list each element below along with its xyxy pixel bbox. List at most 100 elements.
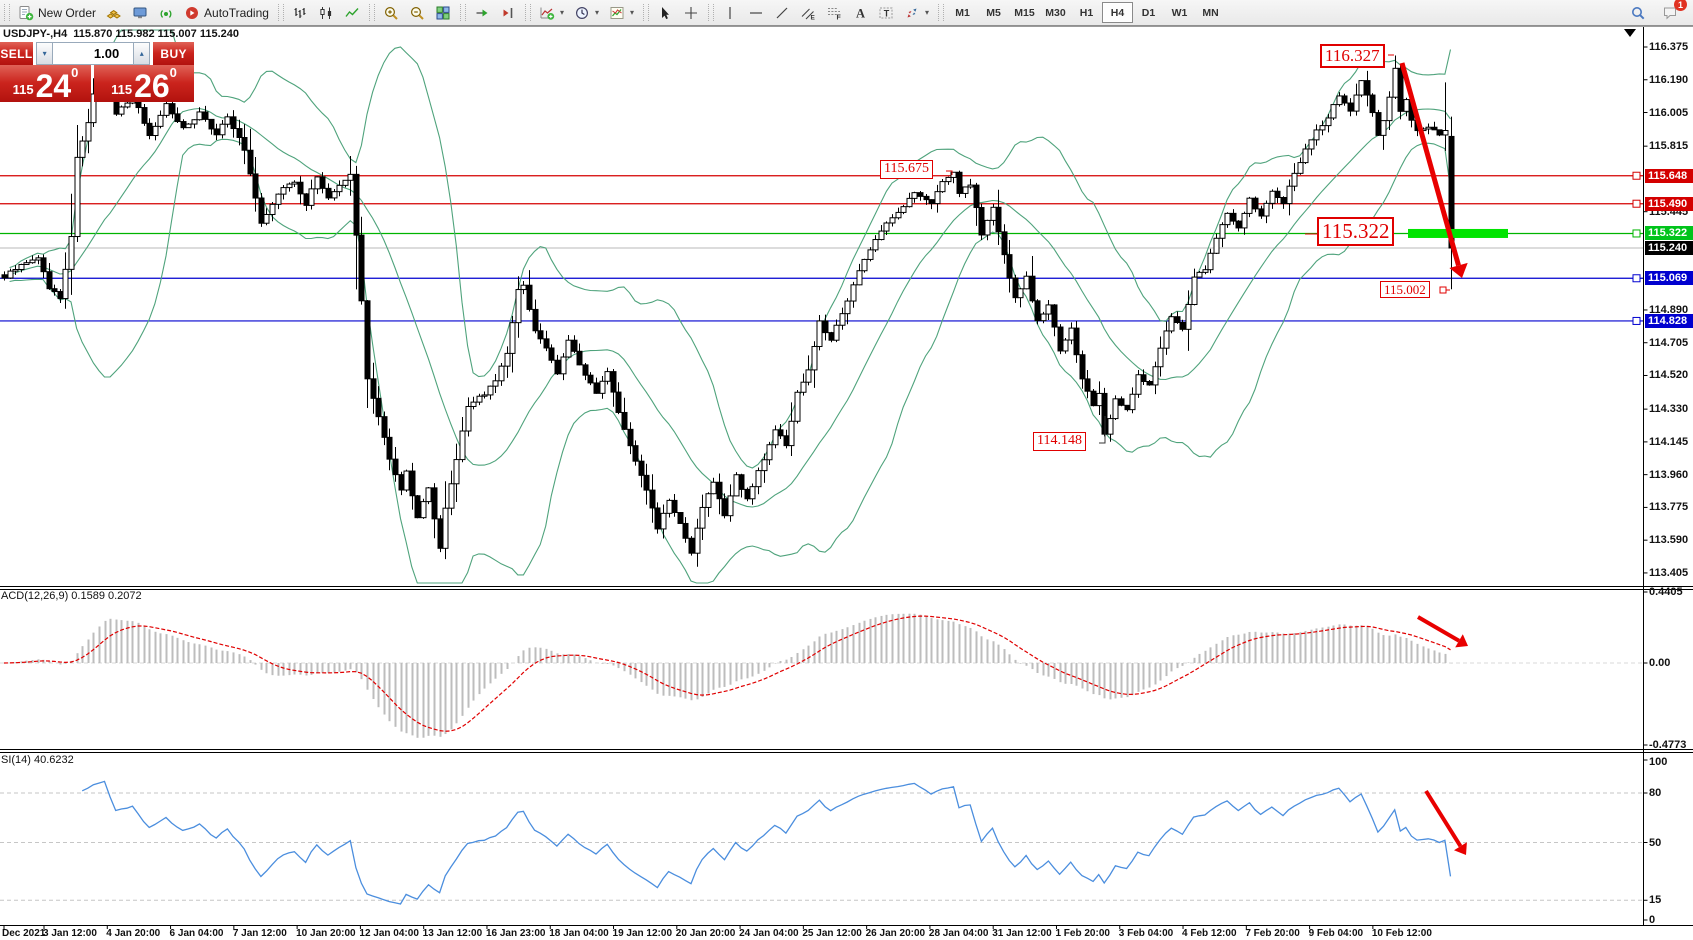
market-watch-icon <box>132 5 148 21</box>
cursor-icon <box>657 5 673 21</box>
notification-count-badge: 1 <box>1674 0 1687 11</box>
trend-arrow-head[interactable] <box>1455 634 1468 648</box>
level-handle[interactable] <box>1632 274 1641 283</box>
line-chart-mode-button[interactable] <box>339 1 365 24</box>
timeframe-m30-button[interactable]: M30 <box>1045 6 1066 19</box>
search-button[interactable] <box>1625 1 1651 24</box>
level-handle[interactable] <box>1632 229 1641 238</box>
timeframe-m15-button[interactable]: M15 <box>1014 6 1035 19</box>
autotrading-button[interactable]: AutoTrading <box>179 1 274 24</box>
time-tick: 13 Jan 12:00 <box>422 928 483 939</box>
arrows-tool-button[interactable]: ▾ <box>899 1 934 24</box>
volume-increase-button[interactable]: ▴ <box>133 42 151 65</box>
timeframe-h1-button[interactable]: H1 <box>1079 6 1094 19</box>
auto-scroll-icon <box>474 5 490 21</box>
price-tick: 114.330 <box>1649 403 1689 416</box>
sell-price[interactable]: 115 24 0 <box>0 65 91 102</box>
tile-windows-button[interactable] <box>430 1 456 24</box>
search-icon <box>1630 5 1646 21</box>
vertical-line-button[interactable] <box>717 1 743 24</box>
level-handle[interactable] <box>1632 199 1641 208</box>
trendline-button[interactable] <box>769 1 795 24</box>
timeframe-d1-button[interactable]: D1 <box>1141 6 1156 19</box>
text-label-button[interactable]: T <box>873 1 899 24</box>
buy-price[interactable]: 115 26 0 <box>94 65 194 102</box>
candle-chart-mode-button[interactable] <box>313 1 339 24</box>
periods-icon <box>574 5 590 21</box>
time-tick: 12 Jan 04:00 <box>359 928 419 939</box>
trend-arrow-head[interactable] <box>1454 842 1467 855</box>
candles <box>1 42 1455 567</box>
signals-button[interactable] <box>153 1 179 24</box>
price-tick: 114.705 <box>1649 336 1689 349</box>
horizontal-line-button[interactable] <box>743 1 769 24</box>
timeframe-m5-button[interactable]: M5 <box>986 6 1001 19</box>
zoom-in-button[interactable] <box>378 1 404 24</box>
level-handle[interactable] <box>1632 316 1641 325</box>
trend-arrow[interactable] <box>1416 615 1461 643</box>
toolbar-grip <box>277 4 284 21</box>
volume-decrease-button[interactable]: ▾ <box>35 42 54 65</box>
sell-button[interactable]: SELL <box>0 42 33 65</box>
price-badge: 115.648 <box>1645 168 1693 183</box>
trend-arrow[interactable] <box>1424 789 1463 848</box>
price-annotation-115.675[interactable]: 115.675 <box>880 160 933 179</box>
macd-signal-line <box>3 615 1451 732</box>
price-badge: 115.490 <box>1645 196 1693 211</box>
text-label-icon: T <box>878 5 894 21</box>
support-zone-highlight[interactable] <box>1408 228 1508 238</box>
market-watch-button[interactable] <box>127 1 153 24</box>
price-tick: 113.405 <box>1649 566 1689 579</box>
buy-price-pips: 26 <box>134 67 170 104</box>
timeframe-mn-button[interactable]: MN <box>1202 6 1219 19</box>
text-button[interactable]: A <box>847 1 873 24</box>
indicators-button[interactable]: ▾ <box>534 1 569 24</box>
periods-dropdown-icon[interactable]: ▾ <box>594 8 599 17</box>
price-tick: 113.775 <box>1649 501 1689 514</box>
equidistant-channel-button[interactable]: E <box>795 1 821 24</box>
trend-arrow[interactable] <box>1399 62 1461 267</box>
chart-shift-button[interactable] <box>495 1 521 24</box>
time-tick: 19 Jan 12:00 <box>612 928 673 939</box>
toolbar-grip <box>459 4 466 21</box>
templates-button[interactable]: ▾ <box>604 1 639 24</box>
fibonacci-button[interactable]: F <box>821 1 847 24</box>
symbol-label: USDJPY-,H4 <box>3 28 68 40</box>
chart-shift-icon <box>500 5 516 21</box>
timeframe-h4-button[interactable]: H4 <box>1102 2 1134 23</box>
periods-button[interactable]: ▾ <box>569 1 604 24</box>
toolbar-grip <box>643 4 649 21</box>
volume-input[interactable] <box>53 42 134 65</box>
rsi-line <box>81 780 1452 905</box>
bar-chart-mode-button[interactable] <box>287 1 313 24</box>
svg-text:A: A <box>856 6 865 20</box>
price-annotation-115.322[interactable]: 115.322 <box>1317 217 1395 246</box>
trend-arrow-head[interactable] <box>1449 262 1468 278</box>
zoom-out-button[interactable] <box>404 1 430 24</box>
timeframe-m1-button[interactable]: M1 <box>955 6 970 19</box>
indicators-dropdown-icon[interactable]: ▾ <box>559 8 564 17</box>
gold-bars-button[interactable] <box>101 1 127 24</box>
arrows-tool-dropdown-icon[interactable]: ▾ <box>925 8 930 17</box>
rsi-axis-tick: 80 <box>1649 787 1662 799</box>
timeframe-w1-button[interactable]: W1 <box>1171 6 1188 19</box>
crosshair-button[interactable] <box>678 1 704 24</box>
time-tick: 18 Jan 04:00 <box>549 928 609 939</box>
buy-button[interactable]: BUY <box>153 42 194 65</box>
toolbar-grip <box>708 4 714 21</box>
price-annotation-114.148[interactable]: 114.148 <box>1033 432 1086 451</box>
price-badge: 114.828 <box>1645 313 1693 328</box>
auto-scroll-button[interactable] <box>469 1 495 24</box>
rsi-axis-tick: 15 <box>1649 894 1662 907</box>
templates-dropdown-icon[interactable]: ▾ <box>629 8 634 17</box>
sell-price-figure: 115 <box>12 82 34 97</box>
rsi-axis-tick: 100 <box>1649 756 1668 768</box>
notifications-button[interactable]: 1 <box>1657 0 1687 24</box>
price-annotation-115.002[interactable]: 115.002 <box>1380 281 1430 299</box>
price-annotation-116.327[interactable]: 116.327 <box>1320 44 1385 69</box>
cursor-button[interactable] <box>652 1 678 24</box>
level-handle[interactable] <box>1632 171 1641 180</box>
new-order-button[interactable]: New Order <box>13 1 101 24</box>
